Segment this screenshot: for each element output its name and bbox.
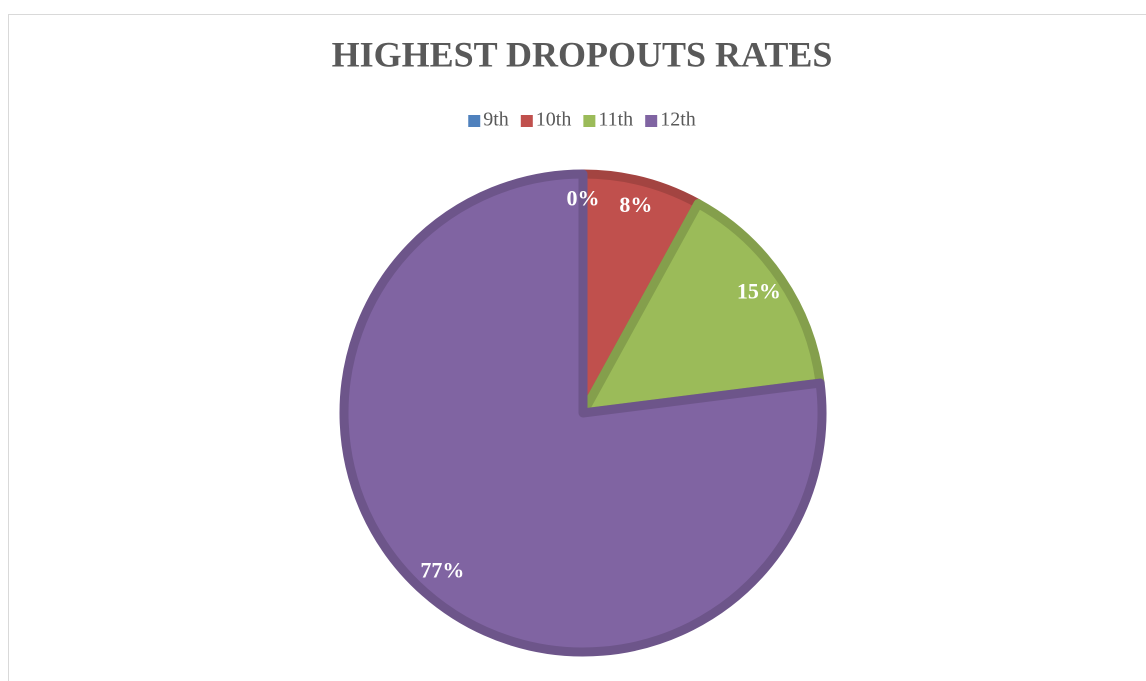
legend-swatch	[520, 115, 533, 127]
chart-frame	[8, 14, 1146, 681]
chart-title: HIGHEST DROPOUTS RATES	[332, 34, 833, 74]
data-label: 15%	[737, 278, 781, 303]
legend-label: 11th	[598, 109, 633, 131]
legend: 9th 10th 11th 12th	[468, 109, 696, 131]
data-label: 77%	[420, 558, 464, 583]
pie-slice	[339, 169, 827, 657]
legend-swatch	[645, 115, 658, 127]
legend-swatch	[583, 115, 596, 127]
pie	[339, 169, 827, 657]
pie-slice	[578, 199, 825, 418]
data-label: 8%	[619, 192, 652, 217]
legend-label: 12th	[660, 109, 696, 131]
legend-label: 9th	[483, 109, 509, 131]
legend-label: 10th	[536, 109, 572, 131]
data-label: 0%	[567, 185, 600, 210]
legend-swatch	[468, 115, 481, 127]
data-labels: 0% 8% 15% 77%	[420, 185, 781, 582]
